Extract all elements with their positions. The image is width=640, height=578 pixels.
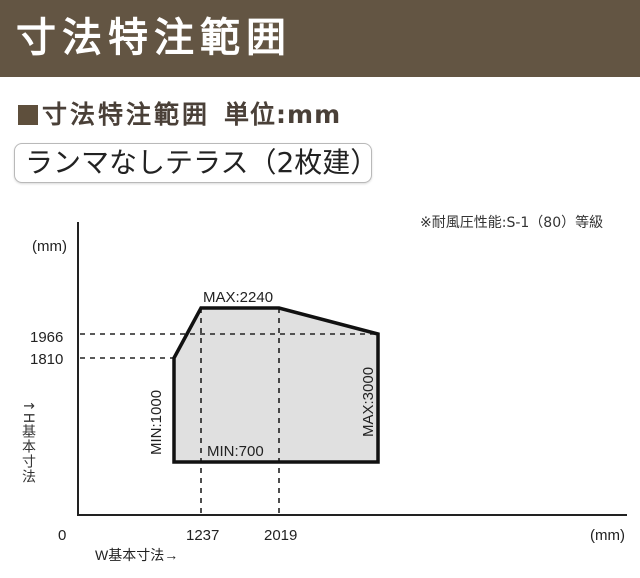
x-axis-title: W基本寸法→ [95, 547, 178, 563]
y-tick-1966: 1966 [30, 329, 63, 346]
unit-label: 単位:mm [224, 100, 342, 129]
x-unit-label: (mm) [590, 527, 625, 544]
section-title: 寸法特注範囲 単位:mm [18, 98, 341, 132]
wind-pressure-note: ※耐風圧性能:S-1（80）等級 [420, 215, 604, 231]
y-axis-title: ↑H基本寸法 [20, 400, 36, 485]
header-bar: 寸法特注範囲 [0, 0, 640, 77]
page-title: 寸法特注範囲 [16, 15, 292, 61]
y-tick-1810: 1810 [30, 351, 63, 368]
max-height-label: MAX:2240 [203, 289, 273, 306]
product-type-label: ランマなしテラス（2枚建） [25, 146, 379, 179]
product-type-badge: ランマなしテラス（2枚建） [14, 143, 378, 183]
custom-size-region [174, 308, 378, 462]
min-width-label: MIN:1000 [148, 390, 165, 455]
square-bullet-icon [18, 105, 38, 125]
x-tick-2019: 2019 [264, 527, 297, 544]
section-title-text: 寸法特注範囲 [42, 100, 211, 129]
x-tick-1237: 1237 [186, 527, 219, 544]
region-outline [172, 306, 380, 464]
max-width-label: MAX:3000 [360, 367, 377, 437]
y-unit-label: (mm) [32, 238, 67, 255]
min-height-label: MIN:700 [207, 443, 264, 460]
origin-label: 0 [58, 527, 66, 544]
